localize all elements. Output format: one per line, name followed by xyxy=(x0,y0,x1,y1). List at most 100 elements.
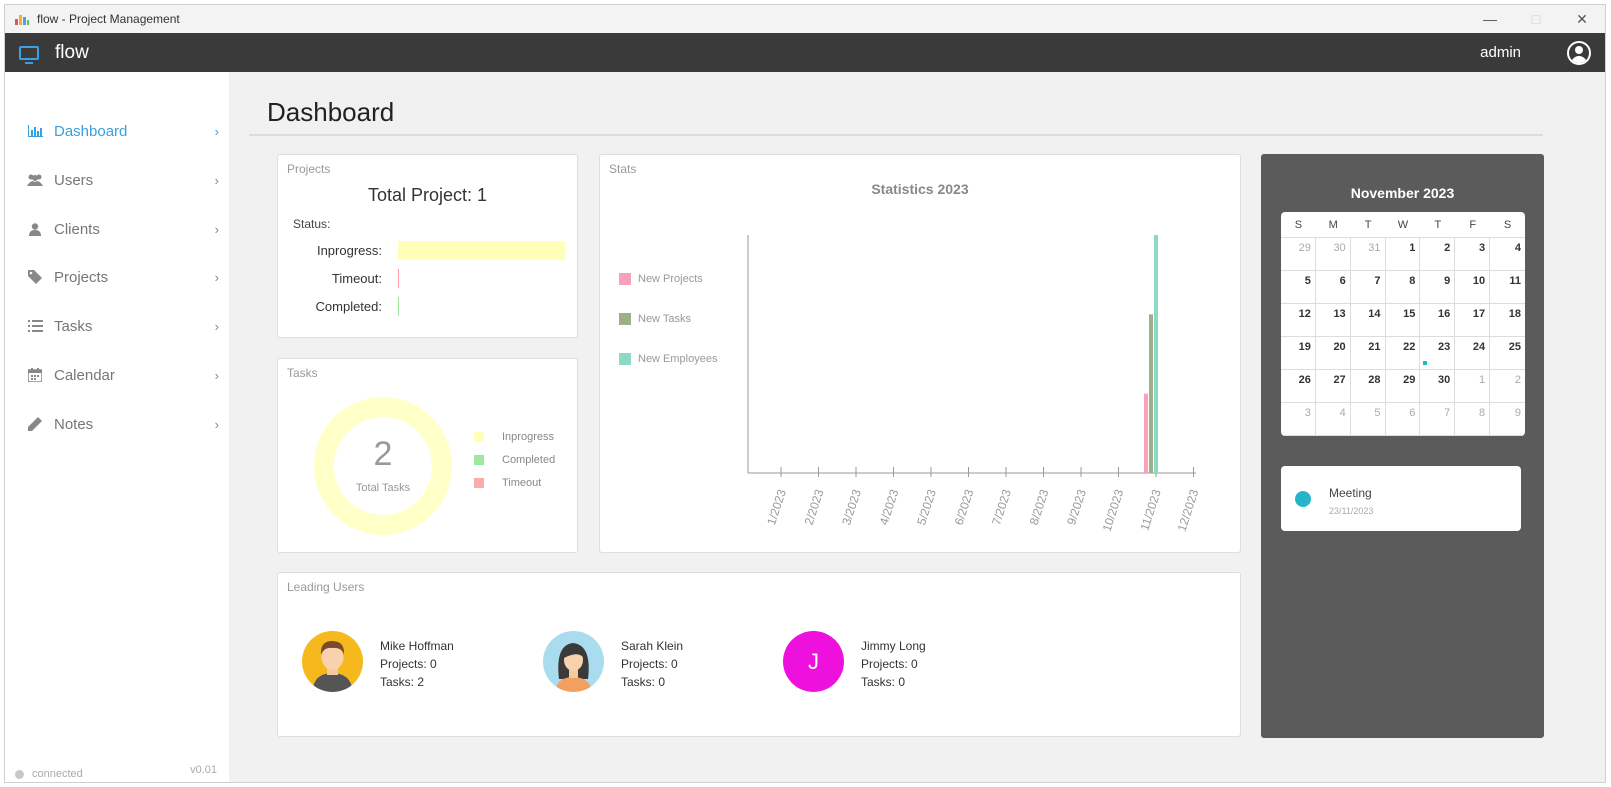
status-label: Status: xyxy=(293,217,331,231)
sidebar-item-label: Clients xyxy=(54,220,100,238)
calendar-day[interactable]: 1 xyxy=(1455,370,1491,403)
legend-item[interactable]: New Tasks xyxy=(619,313,691,325)
leading-user-item[interactable]: Sarah Klein Projects: 0 Tasks: 0 xyxy=(519,631,739,695)
leading-user-item[interactable]: Mike Hoffman Projects: 0 Tasks: 2 xyxy=(278,631,498,695)
calendar-day[interactable]: 29 xyxy=(1385,370,1421,403)
calendar-day[interactable]: 28 xyxy=(1350,370,1386,403)
calendar-day[interactable]: 10 xyxy=(1455,271,1491,304)
calendar-day[interactable]: 11 xyxy=(1490,271,1525,304)
sidebar-item-clients[interactable]: Clients › xyxy=(5,214,229,244)
calendar-day-label: 29 xyxy=(1403,374,1416,386)
chevron-right-icon: › xyxy=(214,367,219,383)
calendar-day-label: 24 xyxy=(1472,341,1486,353)
calendar-day-label: 18 xyxy=(1508,308,1521,320)
calendar-day[interactable]: 7 xyxy=(1420,403,1456,436)
sidebar-item-projects[interactable]: Projects › xyxy=(5,262,229,292)
legend-item[interactable]: New Employees xyxy=(619,353,717,365)
calendar-day[interactable]: 2 xyxy=(1490,370,1525,403)
chevron-right-icon: › xyxy=(214,221,219,237)
calendar-day-label: 1 xyxy=(1409,242,1416,254)
calendar-day-label: 27 xyxy=(1333,374,1346,386)
calendar-day[interactable]: 16 xyxy=(1420,304,1456,337)
calendar-day[interactable]: 2 xyxy=(1420,238,1456,271)
donut-hole: 2 Total Tasks xyxy=(334,417,432,515)
user-name: Jimmy Long xyxy=(861,639,926,653)
calendar-day[interactable]: 4 xyxy=(1490,238,1525,271)
minimize-icon[interactable]: — xyxy=(1483,11,1497,27)
weekday-header: W xyxy=(1397,219,1409,231)
legend-label: New Projects xyxy=(638,273,703,285)
tasks-donut-chart: 2 Total Tasks xyxy=(314,397,452,535)
calendar-day[interactable]: 25 xyxy=(1490,337,1525,370)
monitor-icon xyxy=(19,45,39,64)
calendar-day[interactable]: 7 xyxy=(1350,271,1386,304)
sidebar-item-notes[interactable]: Notes › xyxy=(5,409,229,439)
calendar-day[interactable]: 9 xyxy=(1490,403,1525,436)
calendar-day-label: 23 xyxy=(1438,341,1451,353)
calendar-day[interactable]: 6 xyxy=(1385,403,1421,436)
calendar-day[interactable]: 3 xyxy=(1281,403,1316,436)
calendar-day[interactable]: 31 xyxy=(1350,238,1386,271)
calendar-day[interactable]: 24 xyxy=(1455,337,1491,370)
stats-bar-chart: 1/2023 2/2023 3/2023 4/2023 5/2023 6/2023 7/20… xyxy=(747,235,1201,533)
calendar-day[interactable]: 22 xyxy=(1385,337,1421,370)
connection-status-label: connected xyxy=(32,768,83,780)
calendar-day[interactable]: 3 xyxy=(1455,238,1491,271)
calendar-day[interactable]: 9 xyxy=(1420,271,1456,304)
event-item[interactable]: Meeting 23/11/2023 xyxy=(1281,466,1521,531)
calendar-day-label: 19 xyxy=(1298,341,1311,353)
user-account-icon[interactable] xyxy=(1567,41,1591,65)
username-label[interactable]: admin xyxy=(1480,44,1521,61)
calendar-day[interactable]: 8 xyxy=(1455,403,1491,436)
calendar-day-label: 8 xyxy=(1479,407,1486,419)
user-tasks: Tasks: 2 xyxy=(380,675,425,689)
calendar-day[interactable]: 4 xyxy=(1315,403,1351,436)
calendar-day[interactable]: 15 xyxy=(1385,304,1421,337)
calendar-day[interactable]: 29 xyxy=(1281,238,1316,271)
calendar-day-label: 25 xyxy=(1508,341,1521,353)
calendar-day[interactable]: 12 xyxy=(1281,304,1316,337)
calendar-day[interactable]: 23 xyxy=(1420,337,1456,370)
sidebar-item-tasks[interactable]: Tasks › xyxy=(5,311,229,341)
calendar-day[interactable]: 26 xyxy=(1281,370,1316,403)
chevron-right-icon: › xyxy=(214,416,219,432)
calendar-day-label: 15 xyxy=(1403,308,1416,320)
calendar-day-label: 3 xyxy=(1304,407,1311,419)
legend-swatch xyxy=(474,478,484,488)
status-bar xyxy=(398,241,565,260)
calendar-day[interactable]: 18 xyxy=(1490,304,1525,337)
leading-user-item[interactable]: J Jimmy Long Projects: 0 Tasks: 0 xyxy=(759,631,979,695)
calendar-day[interactable]: 30 xyxy=(1420,370,1456,403)
app-name: flow xyxy=(55,41,89,63)
bar-new-projects xyxy=(1144,393,1148,473)
calendar-day[interactable]: 5 xyxy=(1350,403,1386,436)
sidebar-item-calendar[interactable]: Calendar › xyxy=(5,360,229,390)
sidebar-item-users[interactable]: Users › xyxy=(5,165,229,195)
close-icon[interactable]: ✕ xyxy=(1576,10,1588,27)
calendar-day[interactable]: 30 xyxy=(1315,238,1351,271)
sidebar-item-dashboard[interactable]: Dashboard › xyxy=(5,116,229,146)
calendar-day[interactable]: 6 xyxy=(1315,271,1351,304)
title-divider xyxy=(249,134,1543,136)
user-name: Mike Hoffman xyxy=(380,639,454,653)
calendar-day-label: 3 xyxy=(1479,242,1486,254)
calendar-day-label: 7 xyxy=(1444,407,1451,419)
calendar-day[interactable]: 20 xyxy=(1315,337,1351,370)
weekday-header: S xyxy=(1503,219,1512,231)
calendar-day-label: 7 xyxy=(1374,275,1381,287)
calendar-day[interactable]: 1 xyxy=(1385,238,1421,271)
calendar-day[interactable]: 21 xyxy=(1350,337,1386,370)
legend-item[interactable]: New Projects xyxy=(619,273,703,285)
calendar-day[interactable]: 19 xyxy=(1281,337,1316,370)
calendar-day[interactable]: 17 xyxy=(1455,304,1491,337)
calendar-day-label: 28 xyxy=(1368,374,1381,386)
calendar-day[interactable]: 8 xyxy=(1385,271,1421,304)
calendar-day[interactable]: 5 xyxy=(1281,271,1316,304)
calendar-day[interactable]: 13 xyxy=(1315,304,1351,337)
chevron-right-icon: › xyxy=(214,123,219,139)
calendar-day[interactable]: 27 xyxy=(1315,370,1351,403)
calendar-day[interactable]: 14 xyxy=(1350,304,1386,337)
calendar-day-label: 29 xyxy=(1298,242,1311,254)
card-title: Leading Users xyxy=(287,580,365,594)
maximize-icon[interactable]: □ xyxy=(1531,11,1541,27)
